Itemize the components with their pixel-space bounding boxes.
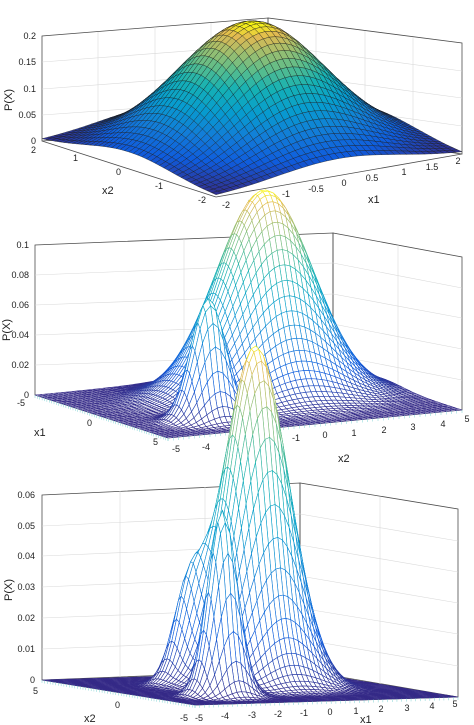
xaxis-label: x1 <box>368 194 380 206</box>
yaxis-tick-label: 1 <box>351 428 356 438</box>
yaxis-tick-label: 0 <box>116 167 121 177</box>
xaxis-tick-label: -1 <box>282 189 290 199</box>
yaxis-tick-label: -1 <box>292 433 300 443</box>
zaxis-tick-label: 0.05 <box>18 110 36 120</box>
yaxis-tick-label: 1 <box>73 153 78 163</box>
zaxis-tick-label: 0.06 <box>11 300 29 310</box>
xaxis-tick-label: 1 <box>401 167 406 177</box>
zaxis-tick-label: 0.2 <box>23 31 36 41</box>
yaxis-tick-label: 2 <box>381 425 386 435</box>
yaxis-tick-label: -5 <box>172 444 180 454</box>
xaxis-tick-label: -5 <box>17 398 25 408</box>
xaxis-tick-label: 1.5 <box>426 162 439 172</box>
yaxis-tick-label: -2 <box>198 195 206 205</box>
zaxis-tick-label: 0.1 <box>23 84 36 94</box>
xaxis-tick-label: 0.5 <box>366 173 379 183</box>
surface-patch <box>165 436 174 439</box>
yaxis-tick-label: 5 <box>464 414 469 424</box>
panel-1-surface <box>41 20 463 195</box>
yaxis-tick-label: 0 <box>322 430 327 440</box>
panel-1-zticks: 0 0.05 0.1 0.15 0.2 <box>18 31 36 146</box>
zaxis-tick-label: 0.1 <box>16 240 29 250</box>
yaxis-tick-label: 2 <box>31 145 36 155</box>
xaxis-tick-label: -2 <box>222 200 230 210</box>
panel-2-zticks: 0 0.02 0.04 0.06 0.08 0.1 <box>11 240 29 400</box>
yaxis-tick-label: -1 <box>155 181 163 191</box>
yaxis-label: x2 <box>338 453 350 465</box>
zaxis-tick-label: 0.08 <box>11 270 29 280</box>
xaxis-tick-label: 0 <box>87 418 92 428</box>
zaxis-tick-label: 0.04 <box>11 330 29 340</box>
zaxis-tick-label: 0.15 <box>18 57 36 67</box>
xaxis-tick-label: -0.5 <box>308 184 324 194</box>
panel-1: 0 0.05 0.1 0.15 0.2 P(X) -2 -1 0 1 2 x2 … <box>3 17 463 210</box>
xaxis-tick-label: 5 <box>153 437 158 447</box>
zaxis-label: P(X) <box>1 319 13 341</box>
yaxis-tick-label: -4 <box>202 442 210 452</box>
xaxis-label: x1 <box>34 427 46 439</box>
yaxis-tick-label: 3 <box>410 422 415 432</box>
yaxis-label: x2 <box>102 185 114 197</box>
yaxis-tick-label: 4 <box>440 419 445 429</box>
zaxis-label: P(X) <box>3 89 15 111</box>
zaxis-tick-label: 0.02 <box>11 360 29 370</box>
xaxis-tick-label: 0 <box>341 178 346 188</box>
xaxis-tick-label: 2 <box>455 156 460 166</box>
